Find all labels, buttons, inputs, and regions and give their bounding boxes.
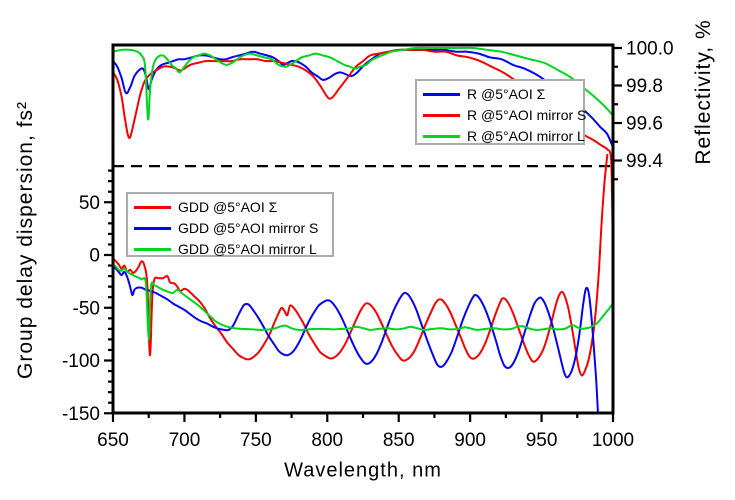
series-r-5-aoi-mirror-l <box>112 46 614 121</box>
series-gdd-5-aoi- <box>112 153 609 377</box>
legend-item: R @5°AOI Σ <box>423 84 579 104</box>
y-right-tick-label: 100.0 <box>626 39 674 60</box>
axis-tick-labels: 650 700 750 800 850 900 950 1000 50 0 -50 -100 -150 1… <box>62 39 674 452</box>
y-right-tick-label: 99.4 <box>626 151 663 172</box>
y-left-tick-label: -50 <box>73 298 100 319</box>
y-left-tick-label: -100 <box>62 351 100 372</box>
legend-item-label: GDD @5°AOI mirror L <box>178 241 317 257</box>
y-right-tick-label: 99.8 <box>626 76 663 97</box>
legend-item-label: GDD @5°AOI mirror S <box>178 220 319 236</box>
y-left-tick-label: -150 <box>62 404 100 425</box>
x-tick-label: 900 <box>454 430 486 451</box>
y-left-tick-label: 0 <box>89 246 100 267</box>
legend-line-swatch <box>423 92 460 96</box>
legend-item: R @5°AOI mirror S <box>423 105 586 125</box>
legend-line-swatch <box>423 113 460 117</box>
x-tick-label: 700 <box>169 430 201 451</box>
y-axis-title-left: Group delay dispersion, fs² <box>14 101 38 379</box>
legend-item: R @5°AOI mirror L <box>423 126 585 146</box>
y-axis-title-left-text: Group delay dispersion, fs² <box>14 101 37 379</box>
y-left-tick-label: 50 <box>79 193 100 214</box>
x-tick-label: 650 <box>97 430 129 451</box>
x-axis-title-text: Wavelength, nm <box>284 459 442 482</box>
legend-item-label: R @5°AOI mirror S <box>467 107 587 123</box>
y-axis-title-right: Reflectivity, % <box>692 19 716 164</box>
legend-line-swatch <box>134 205 171 209</box>
series-gdd-5-aoi-mirror-l <box>112 263 614 341</box>
legend-item-label: R @5°AOI Σ <box>467 86 546 102</box>
series-gdd-5-aoi-mirror-s <box>112 265 599 414</box>
legend-item-label: GDD @5°AOI Σ <box>178 199 278 215</box>
y-right-tick-label: 99.6 <box>626 114 663 135</box>
legend-item-label: R @5°AOI mirror L <box>467 128 585 144</box>
series-r-5-aoi- <box>112 48 614 149</box>
x-axis-title: Wavelength, nm <box>284 460 442 483</box>
x-tick-label: 1000 <box>592 430 634 451</box>
x-tick-label: 800 <box>311 430 343 451</box>
legend-line-swatch <box>134 226 171 230</box>
legend-item: GDD @5°AOI mirror S <box>134 218 328 238</box>
legend-item: GDD @5°AOI mirror L <box>134 239 328 259</box>
legend-line-swatch <box>423 134 460 138</box>
legend-reflectivity: R @5°AOI Σ R @5°AOI mirror S R @5°AOI mirr… <box>415 79 586 146</box>
axis-ticks <box>104 46 622 422</box>
x-tick-label: 950 <box>526 430 558 451</box>
legend-item: GDD @5°AOI Σ <box>134 197 328 217</box>
legend-line-swatch <box>134 247 171 251</box>
y-axis-title-right-text: Reflectivity, % <box>692 19 715 165</box>
legend-gdd: GDD @5°AOI Σ GDD @5°AOI mirror S GDD @5°AO… <box>126 192 334 257</box>
x-tick-label: 750 <box>240 430 272 451</box>
x-tick-label: 850 <box>383 430 415 451</box>
